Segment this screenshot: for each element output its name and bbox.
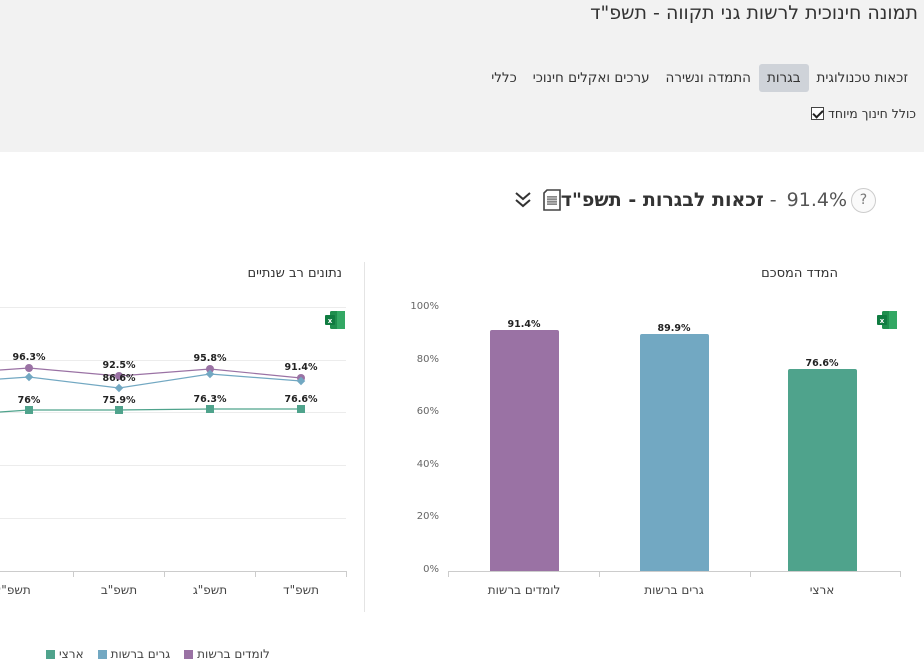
label-students-y4: 91.4% (284, 362, 318, 373)
label-students-y3: 95.8% (193, 353, 227, 364)
x-tick (900, 571, 901, 577)
point-national-y3[interactable] (206, 405, 214, 413)
point-students-y2[interactable] (115, 372, 123, 380)
x-tick (750, 571, 751, 577)
gridline (0, 465, 346, 466)
section-separator: - (769, 189, 777, 211)
point-national-y2[interactable] (115, 406, 123, 414)
bar-national[interactable] (788, 369, 857, 571)
x-tick (448, 571, 449, 577)
label-national-y3: 76.3% (193, 394, 227, 405)
section-value: 91.4% (786, 189, 847, 211)
document-icon[interactable] (542, 189, 561, 211)
line-series-svg (0, 367, 302, 413)
legend-item-residents[interactable]: גרים ברשות (97, 647, 171, 661)
summary-panel-title: המדד המסכם (761, 266, 838, 281)
x-label-year2: תשפ"ב (100, 583, 138, 597)
special-ed-toggle[interactable]: כולל חינוך מיוחד (811, 106, 916, 121)
label-students-y2: 92.5% (102, 360, 136, 371)
help-icon: ? (859, 192, 868, 208)
y-tick-20: 20% (416, 511, 439, 522)
tab-tech-eligibility[interactable]: זכאות טכנולוגית (816, 70, 908, 86)
y-tick-0: 0% (423, 564, 439, 575)
chart-legend: ארצי גרים ברשות לומדים ברשות (46, 647, 270, 661)
tab-persistence-dropout[interactable]: התמדה ונשירה (665, 70, 751, 86)
page-title: תמונה חינוכית לרשות גני תקווה - תשפ"ד (590, 2, 918, 24)
special-ed-checkbox[interactable] (811, 107, 825, 120)
point-national-y4[interactable] (297, 405, 305, 413)
tab-bar: כללי ערכים ואקלים חינוכי התמדה ונשירה בג… (483, 64, 916, 92)
label-national-y2: 75.9% (102, 395, 136, 406)
x-axis (448, 571, 901, 572)
section-heading: זכאות לבגרות - תשפ"ד - 91.4% ? (505, 186, 892, 214)
svg-text:x: x (880, 317, 885, 325)
x-label-year4: תשפ"ד (283, 583, 319, 597)
legend-swatch-students (184, 649, 194, 659)
bar-residents[interactable] (640, 334, 709, 571)
gridline (0, 360, 346, 361)
legend-label-students: לומדים ברשות (197, 647, 270, 661)
panel-divider (364, 262, 365, 612)
x-axis (0, 571, 346, 572)
legend-item-national[interactable]: ארצי (46, 647, 84, 661)
tab-general[interactable]: כללי (491, 70, 517, 86)
label-national-y1: 76% (17, 395, 41, 406)
gridline (0, 518, 346, 519)
bar-label-national: 76.6% (805, 358, 839, 369)
point-national-y1[interactable] (25, 406, 33, 414)
excel-icon[interactable]: x (324, 310, 346, 330)
collapse-icon[interactable] (513, 188, 533, 212)
x-label-national: ארצי (809, 583, 835, 597)
x-label-year3: תשפ"ג (192, 583, 228, 597)
point-students-y1[interactable] (25, 364, 33, 372)
help-button[interactable]: ? (851, 187, 876, 213)
y-tick-60: 60% (416, 406, 439, 417)
legend-label-national: ארצי (59, 647, 84, 661)
excel-icon[interactable]: x (876, 310, 898, 330)
section-title: זכאות לבגרות - תשפ"ד (560, 189, 764, 211)
legend-swatch-national (46, 649, 55, 659)
x-label-year1: תשפ"א (0, 583, 31, 597)
label-students-y1: 96.3% (12, 352, 46, 363)
x-tick (164, 571, 165, 577)
tab-matriculation[interactable]: בגרות (758, 64, 809, 92)
label-national-y4: 76.6% (284, 394, 318, 405)
x-label-students: לומדים ברשות (487, 583, 561, 597)
y-tick-40: 40% (416, 459, 439, 470)
x-tick (73, 571, 74, 577)
y-tick-80: 80% (416, 354, 439, 365)
special-ed-label: כולל חינוך מיוחד (828, 106, 916, 121)
trend-line-chart: 96.3% 92.5% 95.8% 91.4% 86.6% 76% 75.9% … (0, 0, 365, 670)
label-residents-y2: 86.6% (102, 373, 136, 384)
x-tick (599, 571, 600, 577)
page-header: תמונה חינוכית לרשות גני תקווה - תשפ"ד כל… (0, 0, 924, 152)
y-tick-100: 100% (410, 301, 439, 312)
legend-swatch-residents (97, 649, 107, 659)
x-tick (255, 571, 256, 577)
legend-label-residents: גרים ברשות (110, 647, 171, 661)
bar-label-residents: 89.9% (657, 323, 691, 334)
gridline (0, 307, 346, 308)
x-tick (346, 571, 347, 577)
trend-panel-title: נתונים רב שנתיים (247, 266, 342, 281)
tab-values-climate[interactable]: ערכים ואקלים חינוכי (532, 70, 650, 86)
legend-item-students[interactable]: לומדים ברשות (184, 647, 270, 661)
point-students-y3[interactable] (206, 365, 214, 373)
x-label-residents: גרים ברשות (644, 583, 704, 597)
bar-students[interactable] (490, 330, 559, 571)
gridline (0, 412, 346, 413)
svg-text:x: x (328, 317, 333, 325)
bar-label-students: 91.4% (507, 319, 541, 330)
